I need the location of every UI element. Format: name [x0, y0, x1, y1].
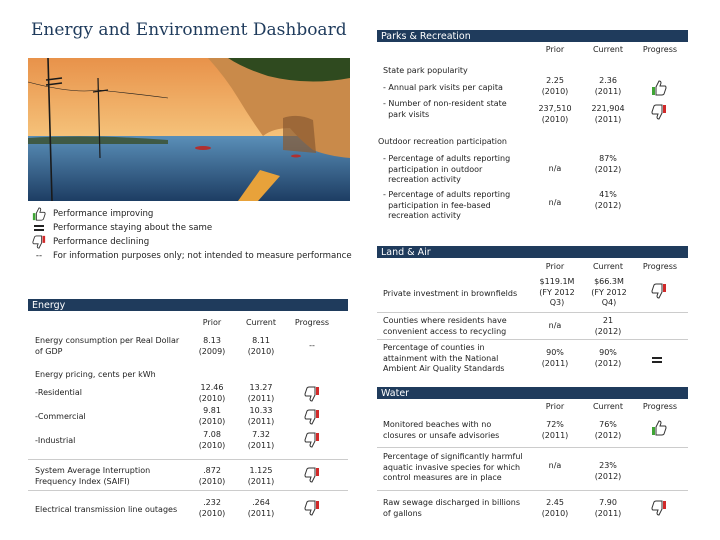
water-section-header: Water	[377, 387, 688, 399]
page-title: Energy and Environment Dashboard	[31, 20, 347, 40]
energy-pricing-label: Energy pricing, cents per kWh	[35, 370, 156, 379]
air-quality-current: 90% (2012)	[594, 348, 622, 368]
legend-item: -- For information purposes only; not int…	[27, 249, 352, 263]
commercial-current: 10.33 (2011)	[247, 406, 275, 426]
commercial-label: -Commercial	[35, 412, 86, 421]
invasive-species-label: Percentage of significantly harmful aqua…	[383, 452, 523, 482]
outdoor-recreation-label: Outdoor recreation participation	[378, 137, 507, 146]
legend-item: Performance declining	[27, 235, 352, 249]
nonresident-visits-prior: 237,510 (2010)	[538, 104, 572, 124]
commercial-prior: 9.81 (2010)	[198, 406, 226, 426]
park-visits-current: 2.36 (2011)	[594, 76, 622, 96]
thumbs-down-icon	[304, 467, 320, 487]
recycling-label: Counties where residents have convenient…	[383, 316, 507, 336]
beaches-prior: 72% (2011)	[541, 420, 569, 440]
lake-shore-photo	[28, 58, 350, 201]
thumbs-up-icon	[651, 80, 667, 100]
energy-current-header: Current	[245, 318, 277, 327]
park-visits-prior: 2.25 (2010)	[541, 76, 569, 96]
thumbs-down-icon	[304, 386, 320, 406]
brownfields-current: $66.3M (FY 2012 Q4)	[591, 277, 627, 307]
legend-item: Performance staying about the same	[27, 221, 352, 235]
land-current-header: Current	[592, 262, 624, 271]
parks-section-header: Parks & Recreation	[377, 30, 688, 42]
energy-consumption-current: 8.11 (2010)	[247, 336, 275, 356]
invasive-species-current: 23% (2012)	[594, 461, 622, 481]
air-quality-prior: 90% (2011)	[541, 348, 569, 368]
parks-progress-header: Progress	[642, 45, 678, 54]
outages-current: .264 (2011)	[247, 498, 275, 518]
energy-consumption-progress: --	[309, 341, 315, 350]
parks-current-header: Current	[592, 45, 624, 54]
saifi-prior: .872 (2010)	[198, 466, 226, 486]
feebased-participation-label: - Percentage of adults reporting partici…	[383, 190, 511, 220]
residential-prior: 12.46 (2010)	[198, 383, 226, 403]
legend: Performance improving Performance stayin…	[27, 207, 352, 263]
brownfields-prior: $119.1M (FY 2012 Q3)	[539, 277, 575, 307]
saifi-label: System Average Interruption Frequency In…	[35, 466, 151, 486]
feebased-participation-current: 41% (2012)	[594, 190, 622, 210]
thumbs-down-icon	[304, 500, 320, 520]
outages-prior: .232 (2010)	[198, 498, 226, 518]
raw-sewage-current: 7.90 (2011)	[594, 498, 622, 518]
thumbs-up-icon	[27, 207, 51, 221]
thumbs-down-icon	[304, 432, 320, 452]
equals-icon	[651, 350, 663, 369]
parks-prior-header: Prior	[545, 45, 565, 54]
thumbs-up-icon	[651, 420, 667, 440]
nonresident-visits-label: - Number of non-resident state park visi…	[383, 99, 507, 119]
land-progress-header: Progress	[642, 262, 678, 271]
industrial-prior: 7.08 (2010)	[198, 430, 226, 450]
residential-label: -Residential	[35, 388, 82, 397]
beaches-current: 76% (2012)	[594, 420, 622, 440]
park-popularity-label: State park popularity	[383, 66, 468, 75]
industrial-current: 7.32 (2011)	[247, 430, 275, 450]
water-current-header: Current	[592, 402, 624, 411]
nonresident-visits-current: 221,904 (2011)	[591, 104, 625, 124]
beaches-label: Monitored beaches with no closures or un…	[383, 420, 500, 440]
recycling-current: 21 (2012)	[594, 316, 622, 336]
thumbs-down-icon	[651, 104, 667, 124]
brownfields-label: Private investment in brownfields	[383, 289, 518, 298]
recycling-prior: n/a	[548, 321, 562, 330]
industrial-label: -Industrial	[35, 436, 76, 445]
raw-sewage-prior: 2.45 (2010)	[541, 498, 569, 518]
feebased-participation-prior: n/a	[548, 198, 562, 207]
raw-sewage-label: Raw sewage discharged in billions of gal…	[383, 498, 520, 518]
residential-current: 13.27 (2011)	[247, 383, 275, 403]
outdoor-participation-current: 87% (2012)	[594, 154, 622, 174]
outdoor-participation-label: - Percentage of adults reporting partici…	[383, 154, 511, 184]
thumbs-down-icon	[27, 235, 51, 249]
equals-icon	[27, 221, 51, 235]
legend-item: Performance improving	[27, 207, 352, 221]
energy-consumption-prior: 8.13 (2009)	[198, 336, 226, 356]
dash-icon: --	[35, 251, 43, 261]
air-quality-label: Percentage of counties in attainment wit…	[383, 343, 505, 373]
energy-consumption-label: Energy consumption per Real Dollar of GD…	[35, 336, 180, 356]
land-air-section-header: Land & Air	[377, 246, 688, 258]
energy-progress-header: Progress	[294, 318, 330, 327]
energy-prior-header: Prior	[202, 318, 222, 327]
outdoor-participation-prior: n/a	[548, 164, 562, 173]
water-progress-header: Progress	[642, 402, 678, 411]
energy-section-header: Energy	[28, 299, 348, 311]
park-visits-label: - Annual park visits per capita	[383, 83, 503, 92]
saifi-current: 1.125 (2011)	[247, 466, 275, 486]
invasive-species-prior: n/a	[548, 461, 562, 470]
land-prior-header: Prior	[545, 262, 565, 271]
thumbs-down-icon	[304, 409, 320, 429]
thumbs-down-icon	[651, 500, 667, 520]
thumbs-down-icon	[651, 283, 667, 303]
outages-label: Electrical transmission line outages	[35, 505, 178, 514]
water-prior-header: Prior	[545, 402, 565, 411]
